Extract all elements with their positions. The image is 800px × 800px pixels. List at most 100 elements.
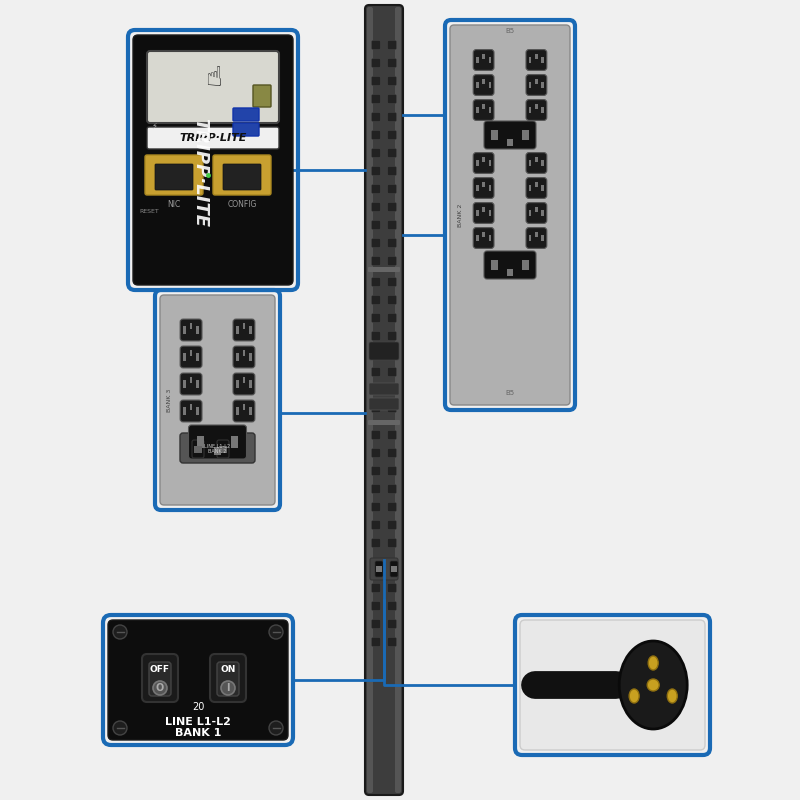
FancyBboxPatch shape — [387, 41, 397, 50]
Bar — [190, 350, 192, 356]
Bar — [236, 381, 238, 387]
FancyBboxPatch shape — [160, 295, 275, 505]
Text: 20: 20 — [192, 702, 204, 712]
Bar — [482, 182, 485, 186]
FancyBboxPatch shape — [369, 398, 399, 410]
FancyBboxPatch shape — [371, 502, 381, 511]
FancyBboxPatch shape — [371, 602, 381, 610]
Bar — [529, 57, 531, 63]
FancyBboxPatch shape — [368, 420, 400, 425]
Bar — [183, 381, 186, 387]
FancyBboxPatch shape — [526, 50, 547, 70]
FancyBboxPatch shape — [180, 319, 202, 341]
Bar — [529, 106, 531, 114]
FancyBboxPatch shape — [371, 350, 381, 358]
Bar — [529, 210, 531, 216]
FancyBboxPatch shape — [484, 121, 536, 149]
FancyBboxPatch shape — [371, 166, 381, 175]
FancyBboxPatch shape — [474, 50, 494, 70]
Bar — [542, 57, 544, 63]
Bar — [190, 378, 192, 382]
Bar — [489, 160, 491, 166]
FancyBboxPatch shape — [371, 314, 381, 322]
FancyBboxPatch shape — [387, 386, 397, 394]
FancyBboxPatch shape — [371, 403, 381, 413]
FancyBboxPatch shape — [223, 164, 261, 190]
FancyBboxPatch shape — [387, 502, 397, 511]
FancyBboxPatch shape — [213, 155, 271, 195]
Circle shape — [221, 681, 235, 695]
Bar — [219, 446, 227, 453]
Bar — [489, 185, 491, 191]
FancyBboxPatch shape — [371, 386, 381, 394]
Text: TRIPP·LITE: TRIPP·LITE — [191, 118, 210, 227]
FancyBboxPatch shape — [526, 153, 547, 174]
Bar — [476, 57, 478, 63]
FancyBboxPatch shape — [371, 583, 381, 593]
Bar — [190, 404, 192, 410]
FancyBboxPatch shape — [450, 25, 570, 405]
Text: I: I — [226, 683, 230, 693]
FancyBboxPatch shape — [365, 5, 403, 795]
Bar — [242, 404, 246, 410]
Bar — [242, 378, 246, 382]
FancyBboxPatch shape — [253, 85, 271, 107]
Text: ☝: ☝ — [205, 64, 222, 92]
FancyBboxPatch shape — [233, 319, 255, 341]
FancyBboxPatch shape — [371, 202, 381, 211]
FancyBboxPatch shape — [387, 257, 397, 266]
FancyBboxPatch shape — [217, 662, 239, 696]
Bar — [476, 106, 478, 114]
Bar — [476, 160, 478, 166]
Bar — [535, 231, 538, 237]
FancyBboxPatch shape — [387, 113, 397, 122]
FancyBboxPatch shape — [367, 7, 373, 793]
Bar — [183, 407, 186, 414]
FancyBboxPatch shape — [387, 185, 397, 194]
FancyBboxPatch shape — [371, 94, 381, 103]
FancyBboxPatch shape — [371, 41, 381, 50]
FancyBboxPatch shape — [233, 123, 259, 136]
FancyBboxPatch shape — [371, 221, 381, 230]
Bar — [482, 206, 485, 212]
FancyBboxPatch shape — [387, 331, 397, 341]
Text: LINE L1-L2
BANK 2: LINE L1-L2 BANK 2 — [205, 443, 230, 454]
Bar — [194, 446, 202, 453]
Bar — [197, 436, 203, 448]
Bar — [535, 103, 538, 109]
FancyBboxPatch shape — [142, 654, 178, 702]
FancyBboxPatch shape — [387, 430, 397, 439]
Bar — [214, 447, 221, 455]
FancyBboxPatch shape — [375, 561, 383, 577]
Text: B5: B5 — [506, 390, 514, 396]
Bar — [489, 106, 491, 114]
Text: BANK 2: BANK 2 — [458, 203, 463, 226]
FancyBboxPatch shape — [387, 202, 397, 211]
Bar — [250, 354, 252, 361]
FancyBboxPatch shape — [387, 367, 397, 377]
Bar — [190, 323, 192, 329]
FancyBboxPatch shape — [387, 538, 397, 547]
Bar — [236, 326, 238, 334]
FancyBboxPatch shape — [387, 94, 397, 103]
FancyBboxPatch shape — [526, 100, 547, 120]
FancyBboxPatch shape — [387, 238, 397, 247]
FancyBboxPatch shape — [371, 77, 381, 86]
Bar — [491, 130, 498, 140]
Text: OFF: OFF — [150, 666, 170, 674]
FancyBboxPatch shape — [233, 346, 255, 368]
Circle shape — [153, 681, 167, 695]
FancyBboxPatch shape — [387, 149, 397, 158]
FancyBboxPatch shape — [180, 400, 202, 422]
Text: CONFIG: CONFIG — [227, 200, 257, 209]
FancyBboxPatch shape — [387, 521, 397, 530]
Bar — [529, 160, 531, 166]
FancyBboxPatch shape — [387, 602, 397, 610]
Bar — [476, 234, 478, 242]
FancyBboxPatch shape — [371, 430, 381, 439]
Text: RESET: RESET — [139, 209, 159, 214]
Text: ON: ON — [220, 666, 236, 674]
Bar — [242, 350, 246, 356]
FancyBboxPatch shape — [371, 130, 381, 139]
Bar — [489, 57, 491, 63]
